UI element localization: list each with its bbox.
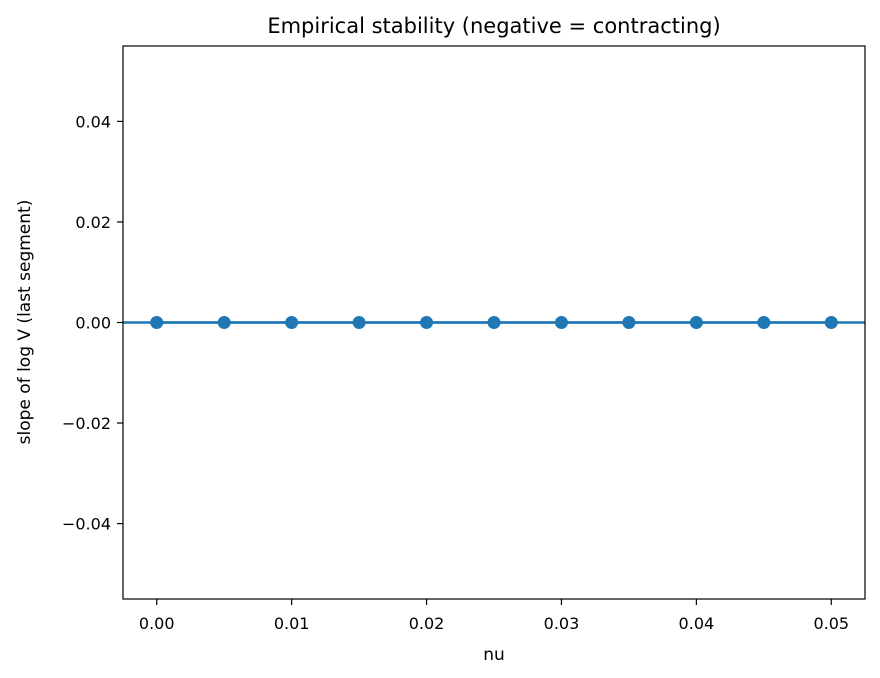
plot-area: [123, 316, 865, 329]
data-point: [420, 316, 434, 329]
data-point: [824, 316, 838, 329]
x-axis-label: nu: [483, 645, 505, 665]
chart-title: Empirical stability (negative = contract…: [267, 14, 720, 38]
y-tick-label: −0.04: [62, 515, 111, 534]
y-axis: −0.04 −0.02 0.00 0.02 0.04: [62, 112, 123, 534]
data-point: [217, 316, 231, 329]
y-tick-label: 0.04: [75, 112, 111, 131]
data-point: [757, 316, 771, 329]
x-tick-label: 0.05: [813, 614, 849, 633]
x-tick-label: 0.01: [274, 614, 310, 633]
x-tick-label: 0.03: [544, 614, 580, 633]
x-tick-label: 0.00: [139, 614, 175, 633]
y-tick-label: 0.02: [75, 213, 111, 232]
data-point: [150, 316, 164, 329]
data-point: [352, 316, 366, 329]
x-axis: 0.00 0.01 0.02 0.03 0.04 0.05: [139, 599, 849, 633]
x-tick-label: 0.04: [679, 614, 715, 633]
x-tick-label: 0.02: [409, 614, 445, 633]
y-tick-label: −0.02: [62, 414, 111, 433]
data-point: [487, 316, 501, 329]
y-axis-label: slope of log V (last segment): [15, 200, 35, 445]
data-point: [689, 316, 703, 329]
data-point: [554, 316, 568, 329]
y-tick-label: 0.00: [75, 314, 111, 333]
data-point: [285, 316, 299, 329]
data-point: [622, 316, 636, 329]
